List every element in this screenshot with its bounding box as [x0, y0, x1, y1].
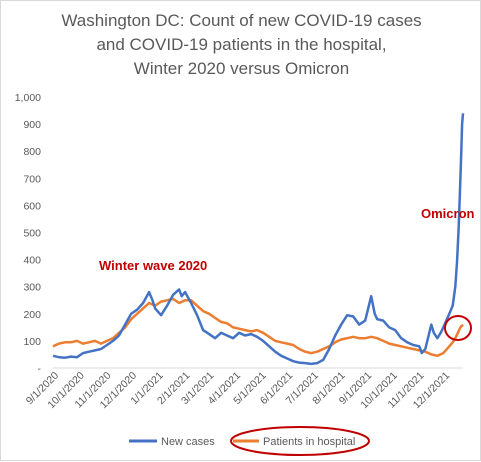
chart-title-line-3: Winter 2020 versus Omicron: [133, 59, 350, 78]
series-line-patients: [52, 297, 464, 358]
y-tick-label: 900: [23, 119, 41, 131]
y-tick-label: 400: [23, 255, 41, 267]
y-tick-label: 200: [23, 309, 41, 321]
legend-circle-highlight: [230, 426, 370, 456]
omicron-annotation: Omicron: [421, 206, 475, 221]
series-line-new-cases: [52, 113, 465, 366]
chart-legend: New cases Patients in hospital: [129, 426, 370, 456]
y-tick-label: 700: [23, 173, 41, 185]
y-tick-label: 1,000: [15, 92, 41, 104]
series-lines: [52, 113, 465, 366]
winter-wave-annotation: Winter wave 2020: [99, 258, 207, 273]
y-tick-label: 300: [23, 282, 41, 294]
chart-title-line-2: and COVID-19 patients in the hospital,: [96, 35, 387, 54]
legend-label-new-cases: New cases: [161, 436, 215, 448]
legend-label-patients: Patients in hospital: [263, 436, 355, 448]
chart-title-line-1: Washington DC: Count of new COVID-19 cas…: [61, 11, 422, 30]
y-tick-label: 500: [23, 228, 41, 240]
y-tick-label: 100: [23, 336, 41, 348]
x-axis-ticks: 9/1/202010/1/202011/1/202012/1/20201/1/2…: [24, 370, 453, 412]
y-tick-label: 800: [23, 146, 41, 158]
omicron-circle-highlight: [444, 315, 472, 341]
y-tick-label: 600: [23, 200, 41, 212]
y-axis-ticks: - 100 200 300 400 500 600 700 800 900 1,000: [15, 92, 42, 375]
y-tick-label: -: [38, 363, 42, 375]
